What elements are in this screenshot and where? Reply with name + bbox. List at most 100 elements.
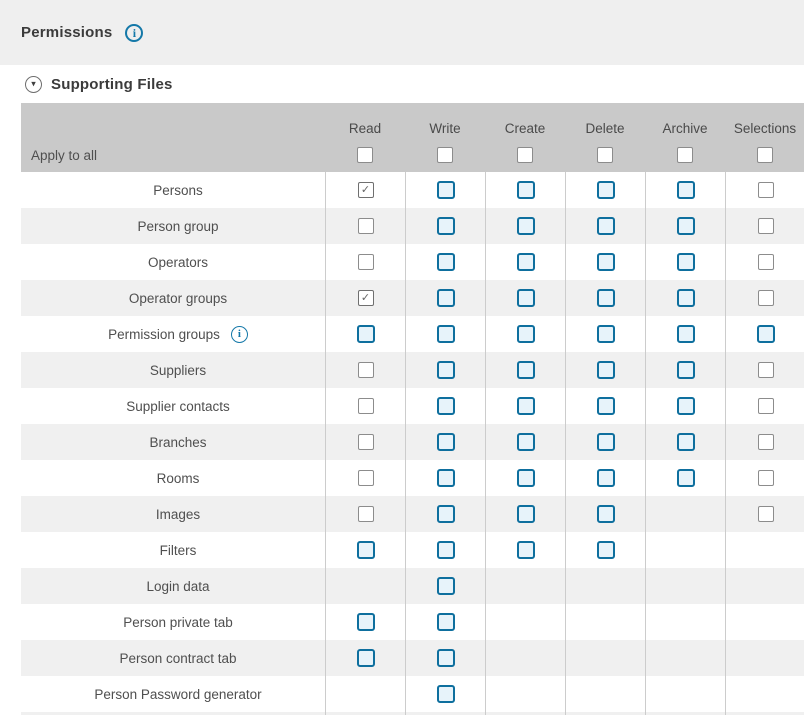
checkbox-person-private-tab-read[interactable]: [356, 613, 375, 631]
checkbox-person-password-generator-write[interactable]: [436, 685, 455, 703]
cell-create: [485, 352, 565, 388]
checkbox-operator-groups-selections[interactable]: [757, 290, 774, 306]
checkbox-filters-write[interactable]: [436, 541, 455, 559]
apply-checkbox-selections[interactable]: [757, 147, 773, 163]
cell-create: [485, 280, 565, 316]
checkbox-rooms-archive[interactable]: [676, 469, 695, 487]
checkbox-operators-write[interactable]: [436, 253, 455, 271]
checkbox-suppliers-create[interactable]: [516, 361, 535, 379]
checkbox-person-contract-tab-read[interactable]: [356, 649, 375, 667]
checkbox-branches-create[interactable]: [516, 433, 535, 451]
checkbox-supplier-contacts-selections[interactable]: [757, 398, 774, 414]
checkbox-supplier-contacts-archive[interactable]: [676, 397, 695, 415]
checkbox-images-selections[interactable]: [757, 506, 774, 522]
checkbox-permission-groups-selections[interactable]: [756, 325, 775, 343]
apply-checkbox-create[interactable]: [517, 147, 533, 163]
checkbox-rooms-delete[interactable]: [596, 469, 615, 487]
checkbox-images-delete[interactable]: [596, 505, 615, 523]
checkbox-person-private-tab-write[interactable]: [436, 613, 455, 631]
checkbox-filters-delete[interactable]: [596, 541, 615, 559]
checkbox-persons-delete[interactable]: [596, 181, 615, 199]
checkbox-permission-groups-delete[interactable]: [596, 325, 615, 343]
checkbox-person-group-read[interactable]: [357, 218, 374, 234]
checkbox-operator-groups-create[interactable]: [516, 289, 535, 307]
checkbox-supplier-contacts-delete[interactable]: [596, 397, 615, 415]
cell-delete: [565, 244, 645, 280]
checkbox-rooms-write[interactable]: [436, 469, 455, 487]
checkbox-supplier-contacts-write[interactable]: [436, 397, 455, 415]
checkbox-permission-groups-archive[interactable]: [676, 325, 695, 343]
cell-selections: [725, 172, 804, 208]
cell-archive: [645, 172, 725, 208]
checkbox-branches-write[interactable]: [436, 433, 455, 451]
checkbox-persons-archive[interactable]: [676, 181, 695, 199]
cell-selections: [725, 604, 804, 640]
info-icon[interactable]: i: [125, 23, 144, 42]
checkbox-persons-write[interactable]: [436, 181, 455, 199]
row-label-cell: Branches: [21, 424, 325, 460]
checkbox-operator-groups-write[interactable]: [436, 289, 455, 307]
checkbox-person-group-create[interactable]: [516, 217, 535, 235]
checkbox-operator-groups-read[interactable]: ✓: [357, 290, 374, 306]
checkbox-operators-archive[interactable]: [676, 253, 695, 271]
checkbox-operator-groups-delete[interactable]: [596, 289, 615, 307]
checkbox-branches-read[interactable]: [357, 434, 374, 450]
checkbox-login-data-write[interactable]: [436, 577, 455, 595]
checkbox-persons-selections[interactable]: [757, 182, 774, 198]
checkbox-filters-read[interactable]: [356, 541, 375, 559]
column-header-write: Write: [429, 121, 461, 136]
cell-write: [405, 280, 485, 316]
checkbox-person-group-write[interactable]: [436, 217, 455, 235]
checkbox-suppliers-read[interactable]: [357, 362, 374, 378]
cell-selections: [725, 568, 804, 604]
checkbox-operators-read[interactable]: [357, 254, 374, 270]
checkbox-person-group-delete[interactable]: [596, 217, 615, 235]
info-icon[interactable]: i: [230, 325, 248, 343]
checkbox-rooms-create[interactable]: [516, 469, 535, 487]
checkbox-images-read[interactable]: [357, 506, 374, 522]
checkbox-permission-groups-read[interactable]: [356, 325, 375, 343]
checkbox-permission-groups-write[interactable]: [436, 325, 455, 343]
apply-checkbox-read[interactable]: [357, 147, 373, 163]
checkbox-person-contract-tab-write[interactable]: [436, 649, 455, 667]
checkbox-permission-groups-create[interactable]: [516, 325, 535, 343]
checkbox-images-create[interactable]: [516, 505, 535, 523]
checkbox-operator-groups-archive[interactable]: [676, 289, 695, 307]
checkbox-supplier-contacts-read[interactable]: [357, 398, 374, 414]
apply-checkbox-write[interactable]: [437, 147, 453, 163]
checkbox-persons-create[interactable]: [516, 181, 535, 199]
section-header: ▾ Supporting Files: [0, 65, 804, 103]
checkbox-person-group-selections[interactable]: [757, 218, 774, 234]
cell-archive: [645, 496, 725, 532]
checkbox-images-write[interactable]: [436, 505, 455, 523]
cell-create: [485, 424, 565, 460]
collapse-toggle-icon[interactable]: ▾: [25, 75, 42, 93]
checkbox-branches-archive[interactable]: [676, 433, 695, 451]
apply-checkbox-delete[interactable]: [597, 147, 613, 163]
cell-create: [485, 244, 565, 280]
row-label-cell: Persons: [21, 172, 325, 208]
cell-delete: [565, 316, 645, 352]
checkbox-rooms-selections[interactable]: [757, 470, 774, 486]
checkbox-suppliers-archive[interactable]: [676, 361, 695, 379]
checkbox-suppliers-delete[interactable]: [596, 361, 615, 379]
checkbox-branches-delete[interactable]: [596, 433, 615, 451]
checkbox-supplier-contacts-create[interactable]: [516, 397, 535, 415]
checkbox-suppliers-write[interactable]: [436, 361, 455, 379]
checkbox-person-group-archive[interactable]: [676, 217, 695, 235]
checkbox-suppliers-selections[interactable]: [757, 362, 774, 378]
cell-partial: [565, 712, 645, 715]
cell-create: [485, 388, 565, 424]
apply-checkbox-archive[interactable]: [677, 147, 693, 163]
checkbox-operators-create[interactable]: [516, 253, 535, 271]
checkbox-operators-selections[interactable]: [757, 254, 774, 270]
cell-selections: [725, 676, 804, 712]
cell-archive: [645, 388, 725, 424]
checkbox-filters-create[interactable]: [516, 541, 535, 559]
checkbox-persons-read[interactable]: ✓: [357, 182, 374, 198]
checkbox-rooms-read[interactable]: [357, 470, 374, 486]
cell-write: [405, 568, 485, 604]
checkbox-operators-delete[interactable]: [596, 253, 615, 271]
checkbox-branches-selections[interactable]: [757, 434, 774, 450]
cell-delete: [565, 424, 645, 460]
